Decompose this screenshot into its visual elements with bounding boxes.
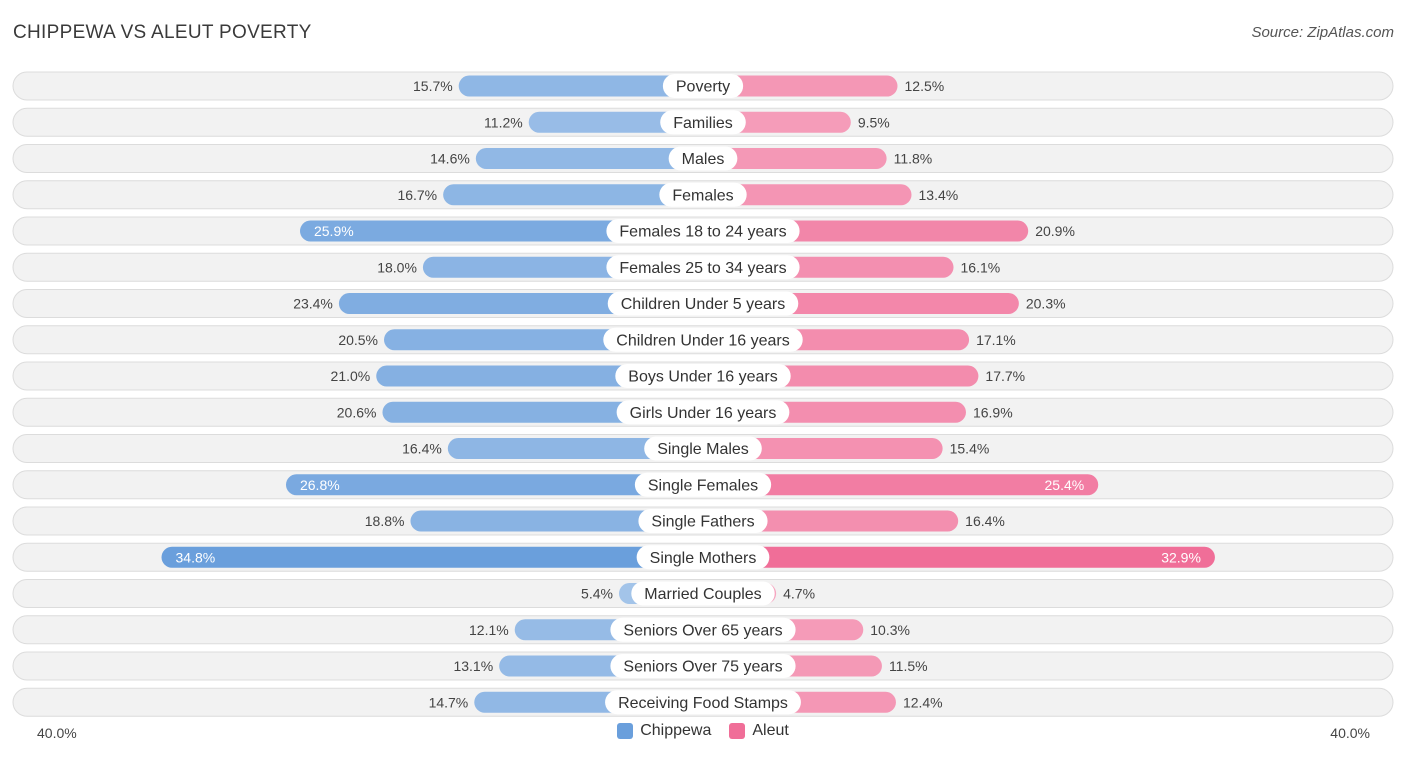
value-label-aleut: 13.4%: [919, 187, 959, 203]
value-label-chippewa: 20.5%: [338, 332, 378, 348]
value-label-chippewa: 12.1%: [469, 622, 509, 638]
legend-swatch-chippewa: [617, 723, 634, 739]
bar-chippewa: [443, 184, 714, 206]
category-label: Boys Under 16 years: [628, 369, 777, 386]
value-label-aleut: 4.7%: [783, 586, 815, 602]
value-label-aleut: 16.9%: [973, 404, 1013, 420]
value-label-chippewa: 16.7%: [397, 187, 437, 203]
category-label: Married Couples: [644, 586, 761, 603]
value-label-aleut: 17.7%: [985, 368, 1025, 384]
category-label: Females 25 to 34 years: [619, 260, 786, 277]
value-label-aleut: 16.1%: [961, 259, 1001, 275]
legend-item-aleut: Aleut: [729, 722, 789, 740]
bar-chippewa: [475, 148, 714, 169]
category-pill: [638, 509, 768, 533]
category-label: Single Fathers: [651, 514, 754, 531]
category-pill: [659, 182, 747, 207]
category-label: Poverty: [676, 79, 730, 96]
value-label-aleut: 20.3%: [1026, 296, 1066, 312]
category-pill: [662, 74, 744, 98]
value-label-chippewa: 5.4%: [581, 586, 613, 602]
value-label-aleut: 12.5%: [905, 78, 945, 94]
category-label: Females 18 to 24 years: [619, 224, 786, 241]
category-label: Children Under 16 years: [616, 332, 789, 349]
bar-aleut: [692, 148, 887, 169]
category-label: Girls Under 16 years: [630, 405, 777, 422]
value-label-aleut: 15.4%: [950, 441, 990, 457]
value-label-chippewa: 34.8%: [176, 549, 216, 565]
value-label-chippewa: 21.0%: [331, 368, 371, 384]
category-pill: [606, 255, 800, 280]
category-pill: [610, 617, 796, 642]
legend-swatch-aleut: [729, 723, 746, 739]
category-label: Seniors Over 65 years: [623, 622, 782, 639]
category-pill: [634, 472, 772, 497]
legend-item-chippewa: Chippewa: [617, 722, 711, 740]
category-pill: [607, 291, 799, 316]
axis-right-label: 40.0%: [1330, 725, 1370, 741]
bar-chippewa: [410, 510, 714, 532]
value-label-chippewa: 11.2%: [484, 114, 523, 130]
legend-label-chippewa: Chippewa: [640, 722, 712, 739]
value-label-aleut: 32.9%: [1161, 549, 1201, 565]
legend-label-aleut: Aleut: [752, 722, 789, 739]
bar-chippewa: [285, 474, 714, 496]
value-label-aleut: 25.4%: [1045, 477, 1085, 493]
category-pill: [660, 110, 746, 135]
category-label: Families: [673, 115, 733, 132]
category-pill: [631, 581, 775, 606]
value-label-chippewa: 13.1%: [453, 658, 493, 674]
value-label-chippewa: 20.6%: [337, 404, 377, 420]
bar-aleut: [692, 474, 1099, 496]
value-label-aleut: 11.5%: [889, 658, 928, 674]
value-label-chippewa: 23.4%: [293, 296, 333, 312]
value-label-aleut: 16.4%: [965, 513, 1005, 529]
value-label-chippewa: 14.6%: [430, 151, 470, 167]
value-label-aleut: 17.1%: [976, 332, 1016, 348]
legend: Chippewa Aleut: [0, 722, 1406, 740]
category-pill: [606, 219, 800, 243]
value-label-chippewa: 26.8%: [300, 477, 340, 493]
category-label: Seniors Over 75 years: [623, 659, 782, 676]
bar-aleut: [692, 75, 898, 97]
value-label-chippewa: 15.7%: [413, 78, 453, 94]
category-pill: [610, 654, 796, 678]
bar-chippewa: [161, 546, 714, 568]
value-label-chippewa: 18.8%: [365, 513, 405, 529]
value-label-aleut: 12.4%: [903, 694, 943, 710]
category-pill: [603, 327, 803, 352]
value-label-chippewa: 18.0%: [377, 259, 417, 275]
category-label: Single Females: [648, 477, 758, 494]
category-pill: [605, 690, 801, 715]
value-label-aleut: 20.9%: [1035, 223, 1075, 239]
value-label-chippewa: 14.7%: [429, 694, 469, 710]
source-label: Source: ZipAtlas.com: [1251, 24, 1394, 41]
category-label: Receiving Food Stamps: [618, 695, 788, 712]
category-pill: [636, 545, 770, 570]
axis-left-label: 40.0%: [37, 725, 77, 741]
value-label-aleut: 11.8%: [894, 151, 933, 167]
value-label-chippewa: 25.9%: [314, 223, 354, 239]
category-label: Males: [682, 151, 725, 168]
category-label: Children Under 5 years: [621, 296, 786, 313]
category-pill: [615, 364, 791, 388]
chart-title: CHIPPEWA VS ALEUT POVERTY: [13, 22, 312, 43]
value-label-aleut: 10.3%: [870, 622, 910, 638]
category-label: Single Males: [657, 441, 749, 458]
value-label-aleut: 9.5%: [858, 114, 890, 130]
category-pill: [616, 400, 790, 425]
category-pill: [644, 436, 762, 461]
value-label-chippewa: 16.4%: [402, 441, 442, 457]
category-label: Single Mothers: [650, 550, 757, 567]
bar-aleut: [692, 184, 912, 206]
bar-chippewa: [458, 75, 714, 97]
bar-aleut: [692, 546, 1215, 568]
category-pill: [668, 146, 738, 171]
category-label: Females: [672, 187, 733, 204]
